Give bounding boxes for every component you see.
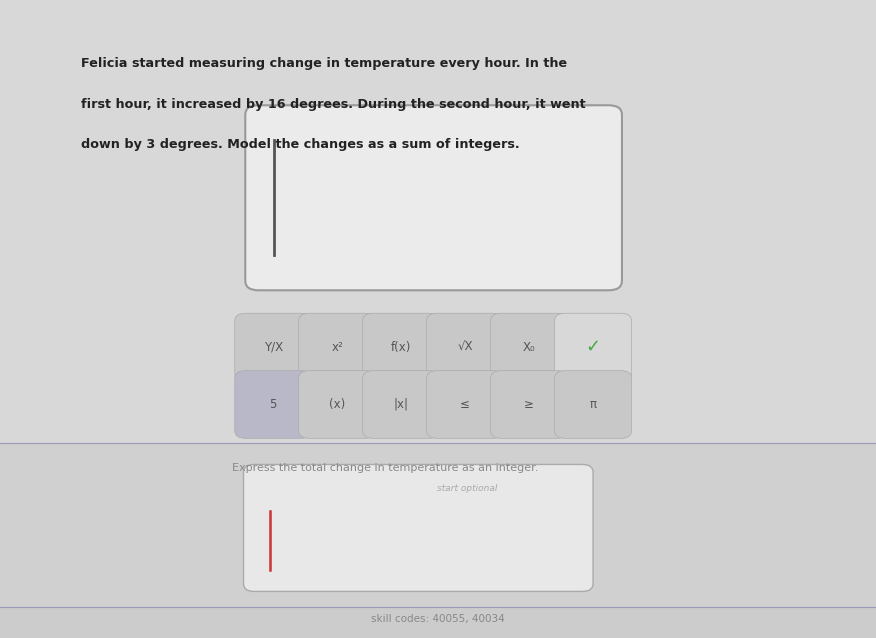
- FancyBboxPatch shape: [363, 371, 440, 438]
- Text: x²: x²: [331, 341, 343, 353]
- FancyBboxPatch shape: [491, 371, 568, 438]
- Text: ✓: ✓: [585, 338, 601, 356]
- FancyBboxPatch shape: [363, 313, 440, 381]
- Text: start optional: start optional: [437, 484, 498, 493]
- FancyBboxPatch shape: [235, 313, 312, 381]
- FancyBboxPatch shape: [299, 371, 376, 438]
- Text: f(x): f(x): [391, 341, 412, 353]
- FancyBboxPatch shape: [427, 313, 504, 381]
- Text: Y/X: Y/X: [264, 341, 283, 353]
- Text: ≥: ≥: [524, 398, 534, 411]
- FancyBboxPatch shape: [245, 105, 622, 290]
- Text: (x): (x): [329, 398, 345, 411]
- Text: |x|: |x|: [393, 398, 409, 411]
- Text: down by 3 degrees. Model the changes as a sum of integers.: down by 3 degrees. Model the changes as …: [81, 138, 520, 151]
- Text: 5: 5: [270, 398, 277, 411]
- FancyBboxPatch shape: [491, 313, 568, 381]
- Text: Express the total change in temperature as an integer.: Express the total change in temperature …: [232, 463, 539, 473]
- Text: Felicia started measuring change in temperature every hour. In the: Felicia started measuring change in temp…: [81, 57, 568, 70]
- FancyBboxPatch shape: [244, 464, 593, 591]
- FancyBboxPatch shape: [555, 371, 632, 438]
- FancyBboxPatch shape: [0, 0, 876, 443]
- FancyBboxPatch shape: [555, 313, 632, 381]
- Text: √X: √X: [457, 341, 473, 353]
- Text: π: π: [590, 398, 597, 411]
- FancyBboxPatch shape: [0, 443, 876, 607]
- Text: ≤: ≤: [460, 398, 470, 411]
- FancyBboxPatch shape: [235, 371, 312, 438]
- Text: X₀: X₀: [523, 341, 535, 353]
- FancyBboxPatch shape: [427, 371, 504, 438]
- Text: skill codes: 40055, 40034: skill codes: 40055, 40034: [371, 614, 505, 624]
- FancyBboxPatch shape: [299, 313, 376, 381]
- Text: first hour, it increased by 16 degrees. During the second hour, it went: first hour, it increased by 16 degrees. …: [81, 98, 586, 110]
